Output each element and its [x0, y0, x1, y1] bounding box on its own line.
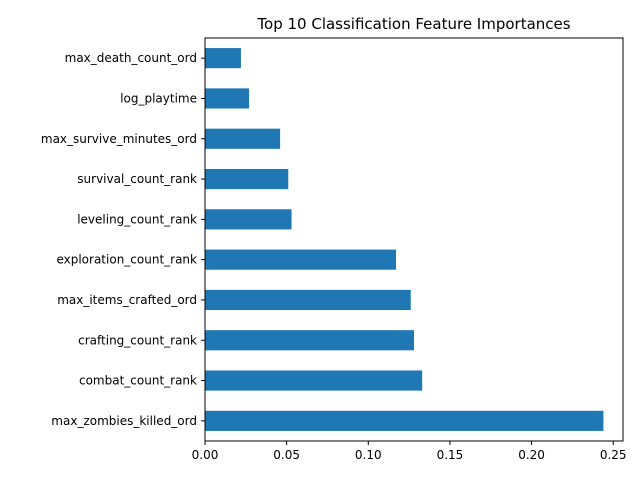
plot-frame [204, 37, 624, 442]
x-axis: 0.00 0.05 0.10 0.15 0.20 0.25 [192, 441, 627, 462]
bar-survival_count_rank [205, 168, 289, 190]
y-tick-label: combat_count_rank [79, 374, 197, 388]
y-tick-label: log_playtime [120, 91, 197, 105]
y-tick-label: survival_count_rank [77, 172, 197, 186]
bar-crafting_count_rank [205, 330, 414, 351]
bar-combat_count_rank [205, 370, 423, 391]
bar-max_zombies_killed_ord [205, 410, 604, 431]
bar-max_death_count_ord [205, 48, 241, 69]
x-tick-label: 0.20 [518, 448, 545, 462]
y-tick-label: leveling_count_rank [77, 212, 197, 226]
y-tick-label: max_zombies_killed_ord [51, 414, 197, 428]
y-tick-label: max_death_count_ord [65, 51, 197, 65]
bar-leveling_count_rank [205, 209, 292, 230]
x-tick-label: 0.00 [192, 448, 219, 462]
x-tick-label: 0.05 [273, 448, 300, 462]
y-tick-label: crafting_count_rank [78, 333, 197, 347]
bar-log_playtime [205, 88, 250, 109]
x-tick-label: 0.10 [355, 448, 382, 462]
x-tick-label: 0.15 [437, 448, 464, 462]
bars-group [205, 48, 604, 431]
bar-exploration_count_rank [205, 249, 397, 270]
y-tick-label: exploration_count_rank [56, 253, 197, 267]
y-tick-label: max_survive_minutes_ord [41, 132, 197, 146]
bar-max_survive_minutes_ord [205, 128, 281, 149]
y-axis: max_zombies_killed_ord combat_count_rank c… [41, 51, 205, 428]
y-tick-label: max_items_crafted_ord [57, 293, 197, 307]
chart-title: Top 10 Classification Feature Importance… [256, 15, 570, 33]
bar-max_items_crafted_ord [205, 289, 411, 311]
x-tick-label: 0.25 [600, 448, 627, 462]
